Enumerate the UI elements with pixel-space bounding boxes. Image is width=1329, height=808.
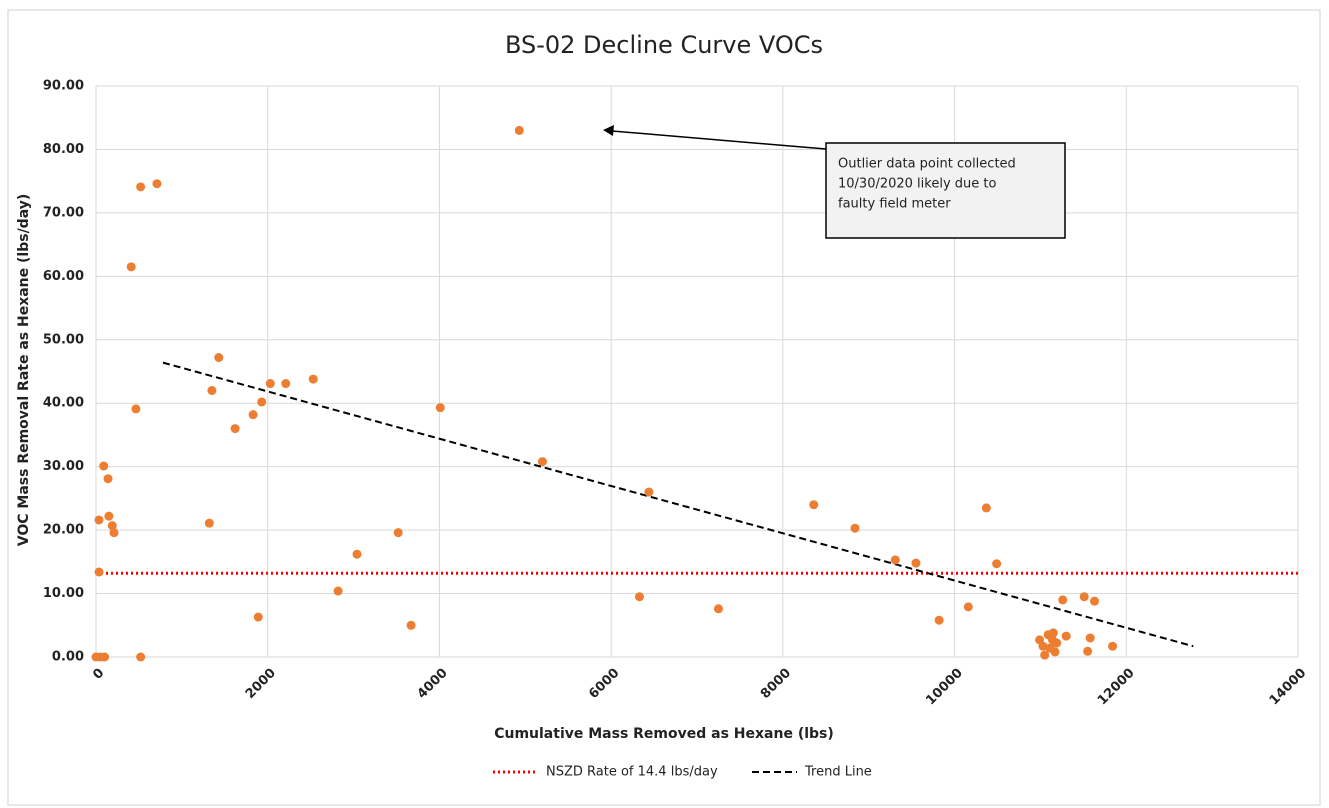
data-point — [1038, 641, 1048, 651]
legend-label: Trend Line — [804, 765, 872, 780]
annotation-box — [825, 142, 1066, 239]
data-point — [537, 457, 547, 467]
legend-label: NSZD Rate of 14.4 lbs/day — [546, 765, 718, 780]
data-point — [393, 528, 403, 538]
data-point — [934, 615, 944, 625]
annotation-text: Outlier data point collected — [838, 157, 1016, 172]
data-point — [435, 403, 445, 413]
data-point — [94, 567, 104, 577]
data-point — [1058, 595, 1068, 605]
data-point — [1085, 633, 1095, 643]
data-point — [99, 461, 109, 471]
y-tick-label: 40.00 — [43, 396, 84, 411]
data-point — [136, 182, 146, 192]
data-point — [352, 549, 362, 559]
data-point — [100, 652, 110, 662]
y-tick-label: 70.00 — [43, 205, 84, 220]
data-point — [1083, 646, 1093, 656]
data-point — [890, 555, 900, 565]
chart-title: BS-02 Decline Curve VOCs — [505, 31, 823, 59]
data-point — [1040, 650, 1050, 660]
data-point — [308, 374, 318, 384]
y-tick-label: 50.00 — [43, 332, 84, 347]
arrow-head — [603, 125, 614, 136]
data-point — [634, 592, 644, 602]
data-point — [104, 511, 114, 521]
data-point — [131, 404, 141, 414]
data-point — [214, 353, 224, 363]
data-point — [713, 604, 723, 614]
annotation-text: 10/30/2020 likely due to — [838, 177, 997, 192]
data-point — [911, 558, 921, 568]
data-point — [204, 518, 214, 528]
data-point — [514, 125, 524, 135]
data-point — [103, 474, 113, 484]
data-point — [257, 397, 267, 407]
data-point — [333, 586, 343, 596]
annotation-text: faulty field meter — [838, 197, 951, 212]
data-point — [94, 515, 104, 525]
y-tick-label: 60.00 — [43, 269, 84, 284]
data-point — [963, 602, 973, 612]
y-tick-label: 10.00 — [43, 586, 84, 601]
data-point — [1061, 631, 1071, 641]
data-point — [152, 179, 162, 189]
data-point — [281, 379, 291, 389]
data-point — [1090, 596, 1100, 606]
data-point — [850, 523, 860, 533]
x-axis-label: Cumulative Mass Removed as Hexane (lbs) — [494, 726, 834, 742]
y-tick-label: 0.00 — [52, 650, 84, 665]
data-point — [981, 503, 991, 513]
data-point — [1048, 628, 1058, 638]
data-point — [207, 386, 217, 396]
data-point — [406, 620, 416, 630]
y-tick-label: 80.00 — [43, 142, 84, 157]
data-point — [109, 528, 119, 538]
data-point — [644, 487, 654, 497]
data-point — [1108, 641, 1118, 651]
data-point — [253, 612, 263, 622]
data-point — [1052, 638, 1062, 648]
data-point — [136, 652, 146, 662]
data-point — [809, 500, 819, 510]
data-point — [107, 521, 117, 531]
reference-line — [162, 361, 1194, 648]
data-point — [992, 559, 1002, 569]
y-tick-label: 20.00 — [43, 523, 84, 538]
annotation-arrow — [611, 130, 827, 150]
data-point — [230, 424, 240, 434]
data-point — [265, 379, 275, 389]
data-point — [248, 410, 258, 420]
data-point — [1050, 647, 1060, 657]
y-tick-label: 90.00 — [43, 79, 84, 94]
data-point — [126, 262, 136, 272]
y-axis-label: VOC Mass Removal Rate as Hexane (lbs/day… — [16, 194, 32, 546]
y-tick-label: 30.00 — [43, 459, 84, 474]
chart-frame — [7, 9, 1321, 806]
data-point — [1079, 592, 1089, 602]
